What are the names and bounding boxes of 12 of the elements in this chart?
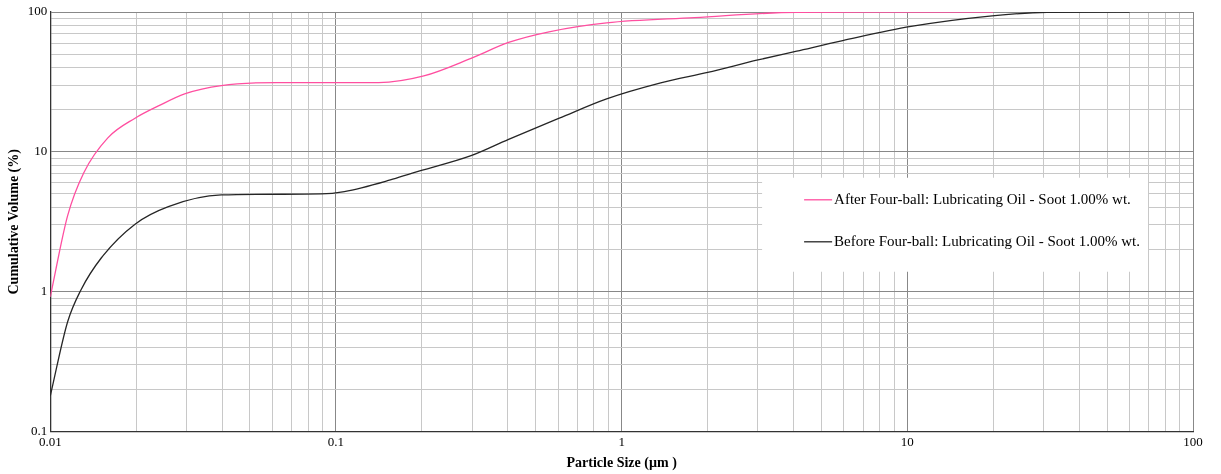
x-tick-label: 10 bbox=[900, 433, 914, 449]
y-tick-label: 0.1 bbox=[31, 423, 48, 439]
legend-label: Before Four-ball: Lubricating Oil - Soot 1.00% wt. bbox=[834, 232, 1141, 249]
y-axis-title: Cumulative Volume (%) bbox=[6, 148, 23, 295]
x-axis-title: Particle Size (µm ) bbox=[566, 455, 678, 472]
x-tick-label: 100 bbox=[1183, 433, 1203, 449]
legend-label: After Four-ball: Lubricating Oil - Soot 1.00% wt. bbox=[834, 190, 1131, 207]
y-tick-label: 10 bbox=[34, 143, 48, 159]
y-tick-label: 1 bbox=[40, 283, 48, 299]
x-tick-label: 0.1 bbox=[327, 433, 345, 449]
x-tick-label: 1 bbox=[618, 433, 625, 449]
y-tick-label: 100 bbox=[27, 3, 48, 19]
